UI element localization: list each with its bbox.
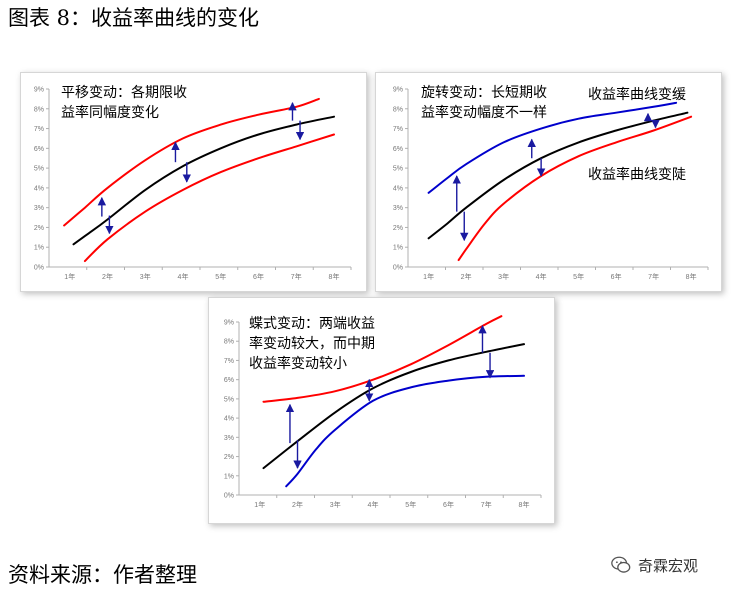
x-tick-label: 2年 <box>102 272 113 281</box>
x-tick-label: 5年 <box>405 500 416 509</box>
twist-flatten-label: 收益率曲线变缓 <box>588 86 686 103</box>
x-tick-label: 3年 <box>498 272 509 281</box>
figure-title: 图表 8：收益率曲线的变化 <box>8 6 260 30</box>
y-tick-label: 0% <box>393 265 403 272</box>
y-tick-label: 7% <box>34 126 44 133</box>
twist-curve-blue <box>427 101 678 194</box>
y-tick-label: 6% <box>393 146 403 153</box>
x-tick-label: 4年 <box>178 272 189 281</box>
butterfly-annotation-line-1: 蝶式变动：两端收益 <box>249 316 375 332</box>
y-tick-label: 8% <box>34 106 44 113</box>
y-tick-label: 1% <box>393 245 403 252</box>
y-tick-label: 5% <box>393 166 403 173</box>
x-tick-label: 7年 <box>648 272 659 281</box>
x-tick-label: 8年 <box>329 272 340 281</box>
y-tick-label: 7% <box>393 126 403 133</box>
y-tick-label: 5% <box>34 166 44 173</box>
parallel-curve-red <box>63 97 320 227</box>
x-tick-label: 1年 <box>64 272 75 281</box>
y-tick-label: 0% <box>224 493 234 500</box>
y-tick-label: 4% <box>34 185 44 192</box>
butterfly-annotation-line-3: 收益率变动较小 <box>249 355 347 372</box>
y-tick-label: 9% <box>224 320 234 327</box>
y-tick-label: 5% <box>224 396 234 403</box>
butterfly-curve-blue <box>285 374 525 488</box>
watermark-text: 奇霖宏观 <box>638 556 699 575</box>
y-tick-label: 8% <box>224 339 234 346</box>
y-tick-label: 2% <box>224 454 234 461</box>
y-tick-label: 6% <box>34 146 44 153</box>
twist-shift-chart: 旋转变动：长短期收 益率变动幅度不一样 收益率曲线变缓 收益率曲线变陡 0% 1%… <box>375 72 722 292</box>
x-tick-label: 6年 <box>611 272 622 281</box>
x-tick-label: 8年 <box>686 272 697 281</box>
y-tick-label: 3% <box>224 435 234 442</box>
y-tick-label: 3% <box>393 205 403 212</box>
source-note: 资料来源：作者整理 <box>8 563 197 587</box>
y-tick-label: 1% <box>34 245 44 252</box>
y-tick-label: 4% <box>224 416 234 423</box>
y-tick-label: 8% <box>393 106 403 113</box>
x-tick-label: 5年 <box>215 272 226 281</box>
x-tick-label: 5年 <box>573 272 584 281</box>
parallel-curve-black <box>72 115 335 246</box>
y-tick-label: 1% <box>224 473 234 480</box>
twist-steepen-label: 收益率曲线变陡 <box>588 166 686 183</box>
y-tick-label: 2% <box>34 225 44 232</box>
watermark: 奇霖宏观 <box>610 553 698 577</box>
y-tick-label: 7% <box>224 358 234 365</box>
twist-curve-black <box>427 111 689 240</box>
x-tick-label: 3年 <box>140 272 151 281</box>
parallel-annotation-line-2: 益率同幅度变化 <box>61 104 159 121</box>
butterfly-shift-chart: 蝶式变动：两端收益 率变动较大，而中期 收益率变动较小 0% 1% 2% 3% 4% 5%… <box>208 297 555 524</box>
y-tick-label: 9% <box>34 87 44 94</box>
x-tick-label: 8年 <box>519 500 530 509</box>
y-tick-label: 0% <box>34 265 44 272</box>
butterfly-shift-plot: 蝶式变动：两端收益 率变动较大，而中期 收益率变动较小 0% 1% 2% 3% 4% 5%… <box>224 315 542 509</box>
parallel-shift-chart: 平移变动：各期限收 益率同幅度变化 0% 1% 2% 3% 4% 5% 6% 7% 8% 9% 1年… <box>20 72 367 292</box>
x-tick-label: 7年 <box>291 272 302 281</box>
x-tick-label: 2年 <box>461 272 472 281</box>
y-tick-label: 9% <box>393 87 403 94</box>
x-tick-label: 7年 <box>481 500 492 509</box>
x-tick-label: 1年 <box>423 272 434 281</box>
wechat-icon <box>611 556 631 573</box>
x-tick-label: 6年 <box>253 272 264 281</box>
twist-shift-plot: 旋转变动：长短期收 益率变动幅度不一样 收益率曲线变缓 收益率曲线变陡 0% 1%… <box>393 85 709 281</box>
parallel-curve-red <box>83 133 335 263</box>
y-tick-label: 6% <box>224 377 234 384</box>
twist-curve-red <box>457 115 693 262</box>
parallel-annotation-line-1: 平移变动：各期限收 <box>61 85 187 101</box>
y-tick-label: 3% <box>34 205 44 212</box>
parallel-shift-plot: 平移变动：各期限收 益率同幅度变化 0% 1% 2% 3% 4% 5% 6% 7% 8% 9% 1年… <box>34 85 352 281</box>
y-tick-label: 4% <box>393 185 403 192</box>
y-tick-label: 2% <box>393 225 403 232</box>
x-tick-label: 4年 <box>536 272 547 281</box>
butterfly-annotation-line-2: 率变动较大，而中期 <box>249 335 375 352</box>
twist-annotation-line-2: 益率变动幅度不一样 <box>421 104 547 121</box>
x-tick-label: 1年 <box>254 500 265 509</box>
x-tick-label: 6年 <box>443 500 454 509</box>
x-tick-label: 4年 <box>368 500 379 509</box>
x-tick-label: 2年 <box>292 500 303 509</box>
x-tick-label: 3年 <box>330 500 341 509</box>
twist-annotation-line-1: 旋转变动：长短期收 <box>421 85 547 101</box>
